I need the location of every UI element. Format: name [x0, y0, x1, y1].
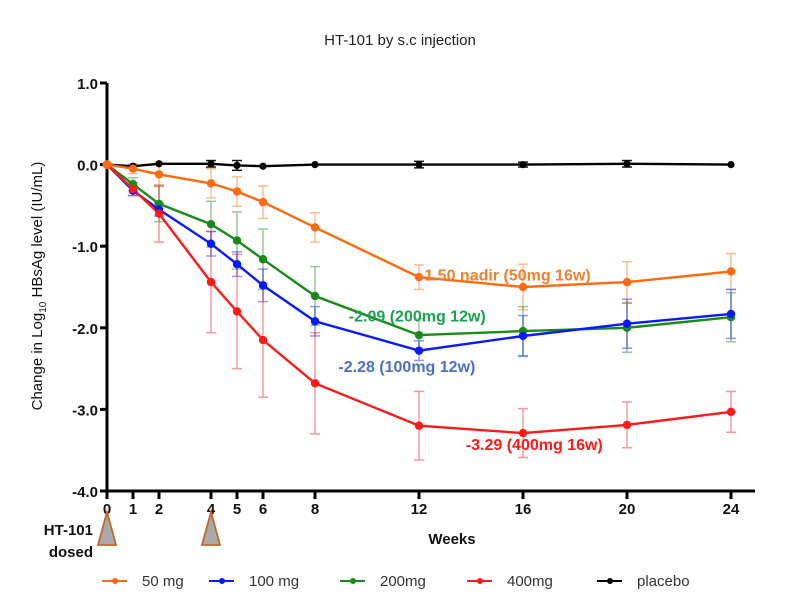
- data-point: [622, 277, 632, 287]
- legend-item-400mg: 400mg: [467, 573, 553, 590]
- data-point: [727, 161, 735, 169]
- annotations: -1.50 nadir (50mg 16w) -2.09 (200mg 12w) -…: [338, 267, 602, 454]
- legend-marker: [112, 578, 118, 584]
- legend-item-50mg: 50 mg: [102, 573, 184, 590]
- data-point: [258, 281, 268, 290]
- data-point: [128, 184, 138, 194]
- y-tick-label: -4.0: [72, 484, 98, 501]
- data-point: [726, 407, 736, 417]
- data-point: [310, 317, 320, 326]
- data-point: [258, 255, 268, 264]
- x-tick-label: 5: [233, 501, 241, 518]
- x-tick-label: 8: [311, 501, 319, 518]
- legend-label: 100 mg: [249, 573, 299, 590]
- legend-marker: [219, 578, 225, 584]
- data-point: [414, 346, 424, 355]
- svg-text:Change in Log10 HBsAg level (I: Change in Log10 HBsAg level (IU/mL): [29, 162, 49, 411]
- data-point: [414, 273, 424, 282]
- data-point: [726, 267, 736, 276]
- legend-marker: [350, 578, 356, 584]
- legend-item-100mg: 100 mg: [209, 573, 299, 590]
- y-axis-label-post: HBsAg level (IU/mL): [29, 162, 46, 302]
- y-axis-label: Change in Log10 HBsAg level (IU/mL): [29, 162, 49, 411]
- data-point: [259, 162, 267, 170]
- x-tick-label: 16: [515, 501, 532, 518]
- legend-label: placebo: [637, 573, 690, 590]
- legend-item-placebo: placebo: [597, 573, 690, 590]
- data-point: [726, 309, 736, 319]
- data-point: [414, 421, 424, 430]
- data-point: [232, 307, 242, 316]
- dosing-marker-triangle: [200, 508, 222, 546]
- x-tick-label: 12: [411, 501, 428, 518]
- x-axis-label: Weeks: [428, 531, 475, 548]
- y-tick-label: -2.0: [72, 321, 98, 338]
- data-point: [623, 160, 631, 168]
- legend-label: 50 mg: [142, 573, 184, 590]
- dosed-label-line2: dosed: [49, 544, 93, 561]
- data-point: [206, 277, 216, 287]
- data-point-origin: [102, 160, 112, 170]
- legend-label: 400mg: [507, 573, 553, 590]
- data-point: [310, 291, 320, 301]
- annotation-label: -2.09 (200mg 12w): [349, 308, 486, 325]
- data-point: [128, 164, 138, 173]
- data-point: [154, 170, 164, 179]
- x-tick-label: 24: [723, 501, 740, 518]
- data-point: [518, 331, 528, 341]
- legend-marker: [477, 578, 483, 584]
- y-axis-label-sub: 10: [38, 301, 49, 313]
- data-point: [518, 282, 528, 292]
- y-axis-label-pre: Change in Log: [29, 313, 46, 411]
- data-point: [206, 219, 216, 229]
- annotation-label: -1.50 nadir (50mg 16w): [419, 267, 591, 284]
- data-point: [519, 161, 527, 169]
- annotation-label: -3.29 (400mg 16w): [466, 437, 603, 454]
- data-point: [233, 161, 241, 170]
- y-tick-label: -3.0: [72, 402, 98, 419]
- legend-item-200mg: 200mg: [340, 573, 426, 590]
- data-point: [207, 160, 215, 168]
- y-tick-label: 1.0: [77, 76, 98, 93]
- data-point: [206, 239, 216, 248]
- legend: 50 mg 100 mg 200mg 400mg placebo: [102, 573, 690, 590]
- y-ticks: 1.0 0.0 -1.0 -2.0 -3.0 -4.0: [72, 76, 107, 501]
- legend-marker: [607, 578, 613, 584]
- x-tick-label: 6: [259, 501, 267, 518]
- data-point: [206, 179, 216, 188]
- chart-title: HT-101 by s.c injection: [324, 32, 476, 49]
- data-point: [311, 161, 319, 169]
- data-point: [154, 209, 164, 218]
- data-point: [310, 223, 320, 232]
- data-point: [415, 161, 423, 169]
- x-ticks: 012456812162024: [103, 491, 740, 518]
- dosing-markers: [96, 508, 222, 546]
- data-point: [155, 160, 163, 168]
- legend-label: 200mg: [380, 573, 426, 590]
- x-tick-label: 2: [155, 501, 163, 518]
- dosed-label-line1: HT-101: [44, 522, 93, 539]
- data-point: [258, 197, 268, 207]
- data-point: [232, 259, 242, 269]
- axes: [105, 83, 755, 493]
- data-point: [622, 319, 632, 328]
- y-tick-label: 0.0: [77, 158, 98, 175]
- data-point: [232, 236, 242, 245]
- data-point: [414, 330, 424, 340]
- data-point: [518, 428, 528, 438]
- x-tick-label: 20: [619, 501, 636, 518]
- dosing-marker-triangle: [96, 508, 118, 546]
- data-point: [310, 379, 320, 388]
- x-tick-label: 4: [207, 501, 216, 518]
- x-tick-label: 1: [129, 501, 137, 518]
- data-point: [232, 187, 242, 196]
- data-points: [102, 160, 736, 438]
- y-tick-label: -1.0: [72, 239, 98, 256]
- annotation-label: -2.28 (100mg 12w): [338, 359, 475, 376]
- data-point: [622, 420, 632, 430]
- data-point: [258, 335, 268, 345]
